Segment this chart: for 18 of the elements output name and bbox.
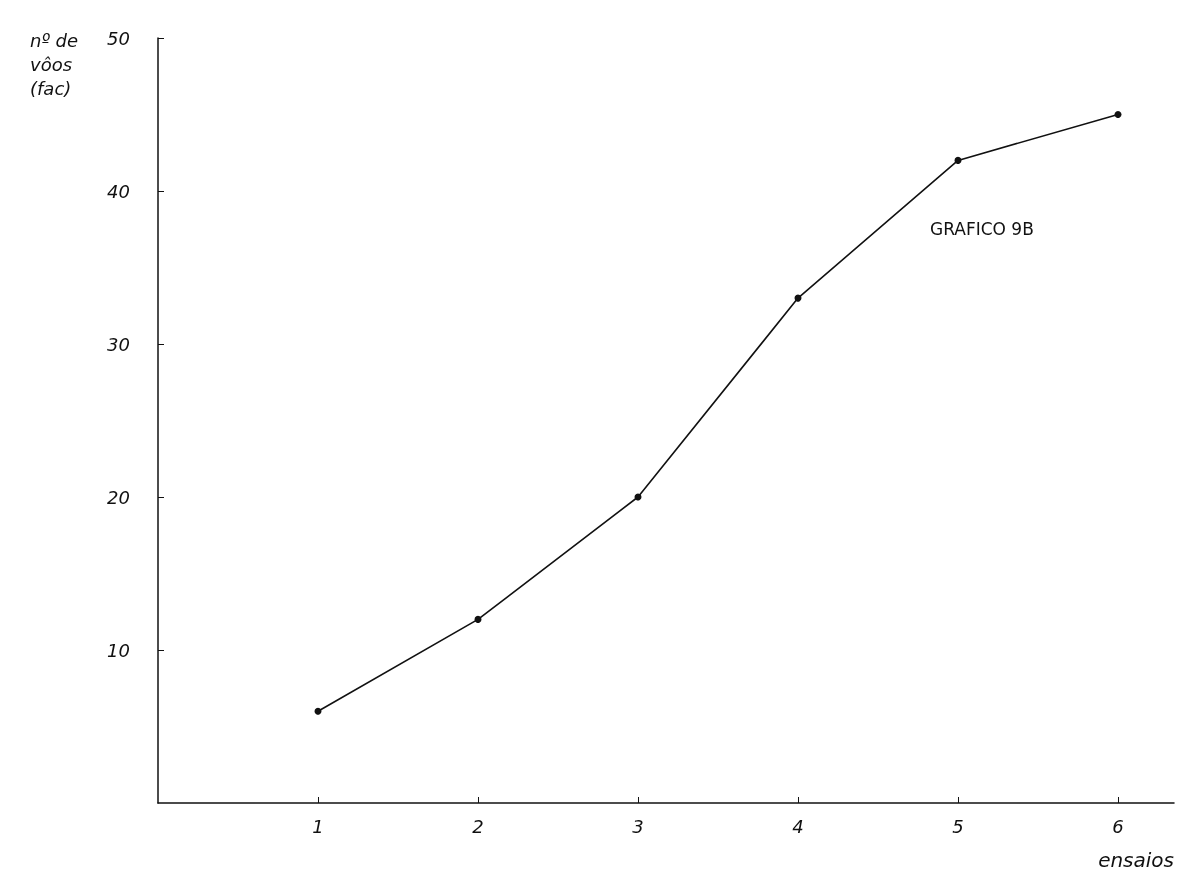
- point: [474, 615, 482, 623]
- x-tick-label: 3: [632, 815, 644, 837]
- x-axis-title: ensaios: [1098, 848, 1175, 872]
- y-axis-title: nº de vôos (fac): [30, 29, 79, 99]
- y-tick-label: 30: [107, 333, 130, 355]
- x-tick-label: 6: [1112, 815, 1124, 837]
- y-tick-label: 10: [107, 639, 130, 661]
- point: [1114, 111, 1122, 118]
- x-tick-label: 4: [792, 815, 804, 837]
- y-tick-label: 40: [107, 180, 130, 202]
- x-tick-label: 5: [952, 815, 964, 837]
- point: [314, 707, 322, 715]
- text: GRAFICO 9B: [930, 218, 1034, 239]
- y-tick-label: 20: [107, 486, 130, 508]
- x-tick-label: 1: [312, 815, 324, 837]
- point: [954, 156, 962, 164]
- x-tick-label: 2: [472, 815, 484, 837]
- y-tick-label: 50: [107, 27, 130, 49]
